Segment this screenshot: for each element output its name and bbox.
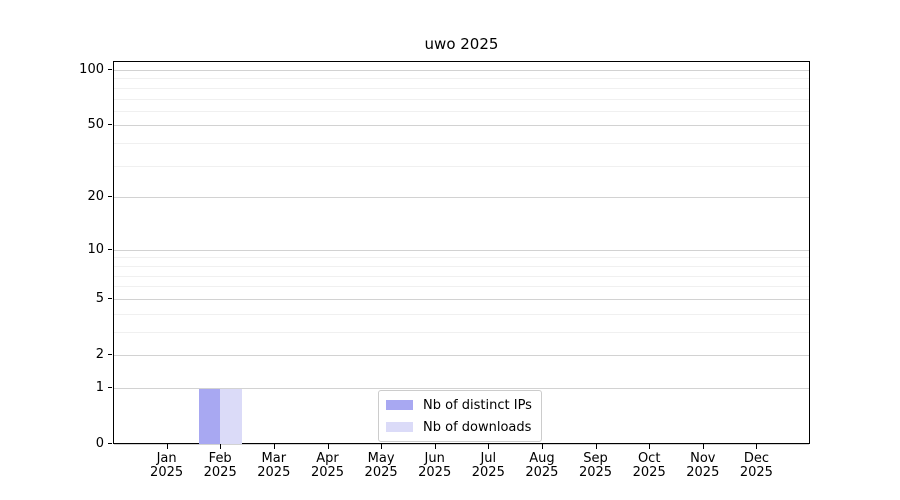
- y-tick-mark: [108, 297, 112, 299]
- x-tick-mark: [220, 444, 222, 449]
- x-tick-mark: [488, 444, 490, 449]
- legend-label-distinct-ips: Nb of distinct IPs: [423, 397, 532, 413]
- legend-swatch-downloads-icon: [386, 422, 413, 432]
- x-tick-label: Jan 2025: [150, 451, 184, 480]
- minor-gridline: [114, 143, 809, 145]
- x-tick-label: Jun 2025: [418, 451, 452, 480]
- minor-gridline: [114, 165, 809, 167]
- y-tick-label: 10: [87, 241, 104, 257]
- minor-gridline: [114, 265, 809, 267]
- chart-title: uwo 2025: [424, 35, 499, 53]
- y-tick-mark: [108, 386, 112, 388]
- y-tick-mark: [108, 443, 112, 444]
- y-tick-mark: [108, 196, 112, 198]
- y-tick-label: 1: [95, 379, 104, 395]
- x-tick-label: Oct 2025: [632, 451, 666, 480]
- minor-gridline: [114, 78, 809, 80]
- major-gridline: [114, 249, 809, 251]
- x-tick-mark: [166, 444, 168, 449]
- plot-area: [113, 61, 810, 445]
- x-tick-mark: [327, 444, 329, 449]
- major-gridline: [114, 387, 809, 389]
- y-tick-label: 5: [95, 290, 104, 306]
- minor-gridline: [114, 110, 809, 112]
- minor-gridline: [114, 313, 809, 315]
- x-tick-mark: [702, 444, 704, 449]
- minor-gridline: [114, 87, 809, 89]
- x-tick-label: Aug 2025: [525, 451, 559, 480]
- bar-nb-of-downloads: [220, 388, 242, 444]
- legend-entry-distinct-ips: Nb of distinct IPs: [386, 396, 532, 414]
- minor-gridline: [114, 275, 809, 277]
- x-tick-label: Feb 2025: [203, 451, 237, 480]
- y-tick-mark: [108, 69, 112, 70]
- y-tick-mark: [108, 248, 112, 250]
- y-tick-label: 100: [79, 62, 104, 77]
- major-gridline: [114, 70, 809, 71]
- major-gridline: [114, 444, 809, 445]
- y-tick-label: 20: [87, 189, 104, 205]
- y-tick-mark: [108, 354, 112, 355]
- x-tick-label: Jul 2025: [471, 451, 505, 480]
- minor-gridline: [114, 98, 809, 100]
- legend-entry-downloads: Nb of downloads: [386, 418, 532, 436]
- y-tick-label: 50: [87, 117, 104, 133]
- y-tick-label: 2: [95, 347, 104, 362]
- legend-swatch-distinct-ips-icon: [386, 400, 413, 410]
- minor-gridline: [114, 331, 809, 333]
- legend-label-downloads: Nb of downloads: [423, 419, 532, 435]
- y-tick-label: 0: [95, 436, 104, 451]
- x-tick-label: Apr 2025: [310, 451, 345, 480]
- minor-gridline: [114, 286, 809, 288]
- x-tick-mark: [595, 444, 597, 449]
- y-tick-mark: [108, 124, 112, 126]
- major-gridline: [114, 197, 809, 199]
- x-tick-mark: [756, 444, 758, 449]
- x-tick-mark: [434, 444, 436, 449]
- major-gridline: [114, 298, 809, 300]
- major-gridline: [114, 125, 809, 127]
- minor-gridline: [114, 257, 809, 259]
- x-tick-mark: [381, 444, 383, 449]
- x-tick-label: Sep 2025: [578, 451, 613, 480]
- x-tick-mark: [541, 444, 543, 449]
- x-tick-label: May 2025: [364, 451, 398, 480]
- legend: Nb of distinct IPs Nb of downloads: [378, 390, 542, 442]
- x-tick-label: Dec 2025: [739, 451, 773, 480]
- bar-nb-of-distinct-ips: [198, 388, 221, 444]
- x-tick-label: Nov 2025: [686, 451, 720, 480]
- x-tick-mark: [273, 444, 275, 449]
- x-tick-mark: [649, 444, 651, 449]
- x-tick-label: Mar 2025: [257, 451, 291, 480]
- major-gridline: [114, 355, 809, 356]
